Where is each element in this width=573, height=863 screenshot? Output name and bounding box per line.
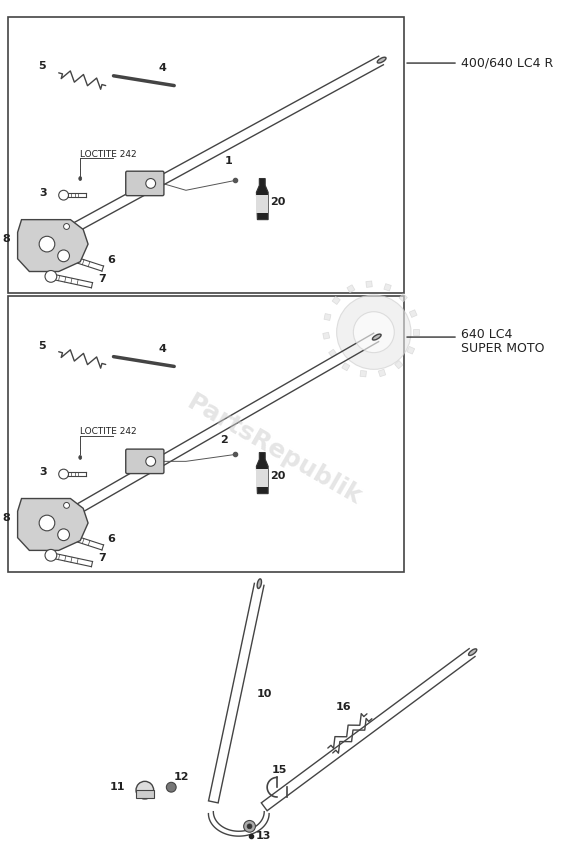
Bar (8, 17, 404, 293)
Bar (366, 281, 372, 287)
Text: 400/640 LC4 R: 400/640 LC4 R (461, 57, 553, 70)
Circle shape (244, 821, 256, 832)
Bar (378, 369, 386, 376)
Text: 8: 8 (2, 513, 10, 523)
Text: 3: 3 (40, 467, 47, 477)
Bar (413, 330, 419, 335)
Text: 10: 10 (256, 690, 272, 699)
Text: 15: 15 (272, 765, 288, 775)
Polygon shape (18, 499, 88, 551)
Text: 7: 7 (98, 553, 105, 564)
Text: 1: 1 (225, 156, 233, 166)
Bar (360, 370, 367, 377)
Circle shape (146, 457, 156, 466)
Text: 6: 6 (108, 255, 116, 265)
Text: 13: 13 (256, 831, 271, 841)
Ellipse shape (469, 649, 477, 656)
Text: 12: 12 (174, 772, 190, 783)
Bar (399, 293, 407, 302)
Polygon shape (256, 179, 268, 220)
Bar (8, 296, 404, 572)
Text: 4: 4 (159, 63, 166, 73)
Circle shape (58, 469, 69, 479)
Circle shape (45, 270, 57, 282)
Ellipse shape (372, 334, 381, 340)
Bar (256, 469, 268, 487)
Circle shape (354, 312, 394, 353)
Bar (395, 361, 403, 369)
Text: SUPER MOTO: SUPER MOTO (461, 343, 544, 356)
Bar (407, 346, 415, 354)
Bar (324, 313, 331, 320)
Ellipse shape (79, 456, 82, 459)
Circle shape (136, 781, 154, 799)
Polygon shape (18, 220, 88, 272)
Bar (332, 296, 340, 305)
FancyBboxPatch shape (125, 171, 164, 196)
Circle shape (39, 236, 55, 252)
Text: LOCTITE 242: LOCTITE 242 (80, 427, 137, 437)
FancyBboxPatch shape (125, 449, 164, 474)
Text: 8: 8 (2, 234, 10, 244)
Text: 20: 20 (270, 471, 285, 481)
Bar (342, 362, 350, 371)
Text: 2: 2 (220, 435, 228, 444)
Circle shape (58, 529, 69, 540)
Text: 5: 5 (38, 61, 46, 71)
Bar (409, 310, 417, 318)
Text: 11: 11 (110, 782, 125, 792)
Text: 6: 6 (108, 533, 116, 544)
Bar (256, 195, 268, 213)
Ellipse shape (79, 177, 82, 180)
Text: 640 LC4: 640 LC4 (461, 328, 512, 341)
Polygon shape (256, 452, 268, 494)
Circle shape (166, 783, 176, 792)
Bar (347, 285, 355, 293)
Bar (329, 350, 337, 357)
Circle shape (45, 550, 57, 561)
Circle shape (64, 224, 69, 230)
Bar (323, 332, 329, 339)
Text: 3: 3 (40, 188, 47, 198)
Text: 5: 5 (38, 341, 46, 351)
Bar (384, 284, 391, 291)
Circle shape (64, 502, 69, 508)
Text: 7: 7 (98, 274, 105, 284)
Ellipse shape (377, 57, 386, 63)
Circle shape (146, 179, 156, 188)
Circle shape (39, 515, 55, 531)
Circle shape (58, 250, 69, 261)
Ellipse shape (257, 579, 261, 589)
Text: 20: 20 (270, 197, 285, 207)
Text: 4: 4 (159, 343, 166, 354)
Text: LOCTITE 242: LOCTITE 242 (80, 149, 137, 159)
Text: PartsRepublik: PartsRepublik (182, 390, 366, 509)
Circle shape (336, 295, 411, 369)
Bar (136, 791, 154, 798)
Circle shape (58, 190, 69, 200)
Circle shape (247, 824, 252, 828)
Text: 16: 16 (336, 702, 351, 712)
